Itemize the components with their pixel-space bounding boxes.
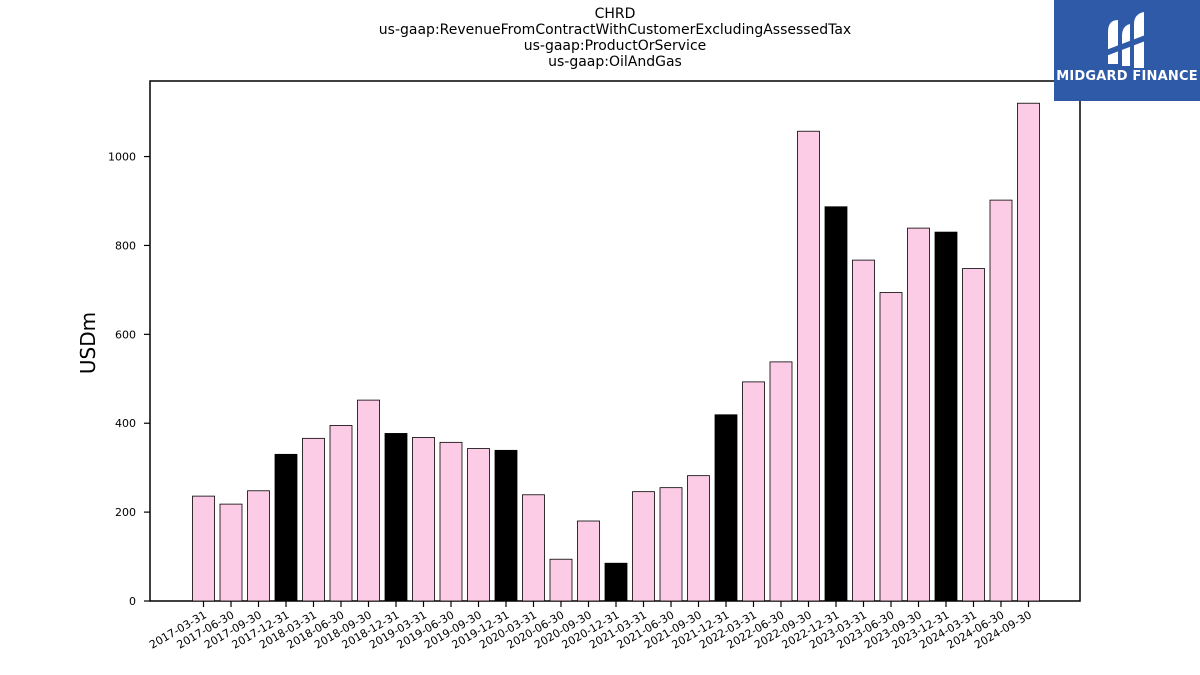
bar [384, 433, 408, 602]
bar [632, 491, 655, 602]
y-tick-label: 400 [115, 417, 136, 430]
bar [494, 449, 518, 602]
y-tick-label: 800 [115, 239, 136, 252]
chart-title: CHRD us-gaap:RevenueFromContractWithCust… [150, 6, 1080, 70]
bar [302, 437, 325, 602]
bar [219, 503, 243, 602]
bar [962, 268, 985, 602]
bar [659, 487, 683, 602]
bar [604, 562, 628, 602]
bar [192, 495, 215, 602]
bar [934, 231, 958, 602]
bar [577, 520, 600, 602]
y-tick-label: 1000 [108, 151, 136, 164]
bar [1017, 102, 1040, 602]
bar [769, 361, 793, 602]
bar [247, 490, 270, 602]
y-axis-label: USDm [76, 312, 100, 374]
y-tick-label: 600 [115, 328, 136, 341]
bar [357, 399, 380, 602]
bar [549, 558, 573, 602]
bar [907, 227, 930, 602]
bar [742, 381, 765, 602]
bar [714, 414, 738, 602]
logo-mark-icon [1106, 12, 1148, 68]
bar [522, 494, 545, 602]
bar [439, 441, 463, 602]
chart-title-line-2: us-gaap:RevenueFromContractWithCustomerE… [378, 22, 852, 38]
bar [467, 448, 490, 602]
bar [879, 292, 903, 602]
chart-title-line-1: CHRD [594, 6, 636, 22]
chart-title-line-4: us-gaap:OilAndGas [548, 54, 682, 70]
y-tick-label: 0 [129, 595, 136, 608]
y-tick-label: 200 [115, 506, 136, 519]
logo-text: MIDGARD FINANCE [1056, 69, 1198, 84]
bar [329, 425, 353, 602]
bar [274, 453, 298, 602]
bar [852, 259, 875, 602]
bar [989, 199, 1013, 602]
bar [412, 437, 435, 602]
bar [797, 130, 820, 602]
bar [824, 206, 848, 602]
chart-title-line-3: us-gaap:ProductOrService [523, 38, 707, 54]
bar [687, 475, 710, 602]
logo: MIDGARD FINANCE [1054, 0, 1200, 101]
